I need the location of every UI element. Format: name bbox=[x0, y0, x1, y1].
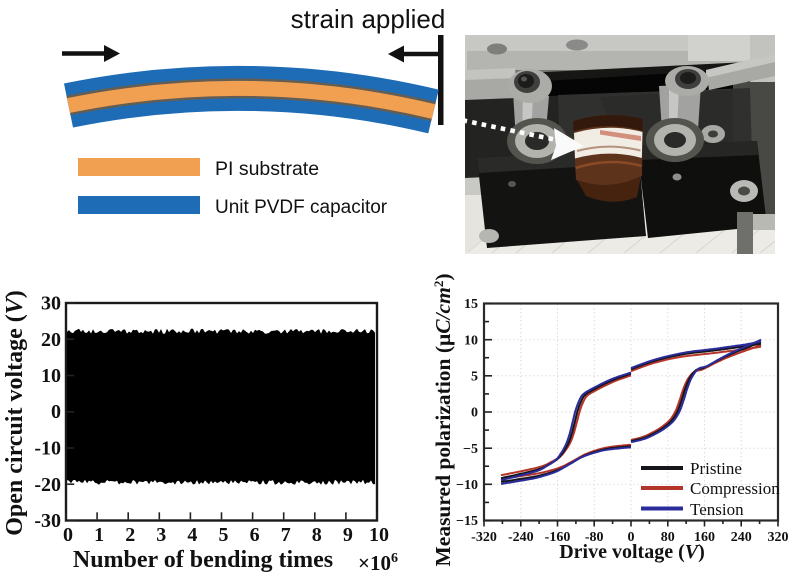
svg-text:−5: −5 bbox=[463, 442, 478, 457]
svg-text:0: 0 bbox=[63, 524, 73, 546]
svg-text:Open circuit voltage (V): Open circuit voltage (V) bbox=[2, 290, 28, 536]
svg-text:30: 30 bbox=[41, 293, 61, 315]
svg-text:10: 10 bbox=[369, 524, 389, 546]
svg-text:1: 1 bbox=[94, 524, 104, 546]
svg-text:3: 3 bbox=[156, 524, 166, 546]
svg-text:-240: -240 bbox=[508, 530, 534, 545]
svg-text:-80: -80 bbox=[585, 530, 604, 545]
svg-text:-160: -160 bbox=[545, 530, 571, 545]
svg-text:240: 240 bbox=[731, 530, 752, 545]
svg-text:Unit PVDF capacitor: Unit PVDF capacitor bbox=[215, 197, 388, 218]
svg-text:10: 10 bbox=[464, 333, 478, 348]
svg-text:-10: -10 bbox=[34, 438, 61, 460]
svg-text:-30: -30 bbox=[34, 510, 61, 532]
svg-text:Tension: Tension bbox=[690, 500, 744, 519]
svg-text:-20: -20 bbox=[34, 474, 61, 496]
svg-text:15: 15 bbox=[464, 297, 478, 312]
svg-text:Measured polarization (μC/cm2): Measured polarization (μC/cm2) bbox=[431, 273, 455, 566]
svg-text:Number of bending times: Number of bending times bbox=[73, 547, 333, 573]
svg-text:80: 80 bbox=[661, 530, 675, 545]
svg-text:−15: −15 bbox=[456, 514, 478, 529]
svg-text:20: 20 bbox=[41, 329, 61, 351]
svg-text:strain applied: strain applied bbox=[291, 4, 446, 34]
svg-text:4: 4 bbox=[187, 524, 197, 546]
svg-text:7: 7 bbox=[281, 524, 291, 546]
svg-text:0: 0 bbox=[628, 530, 635, 545]
svg-text:320: 320 bbox=[768, 530, 789, 545]
svg-text:×106: ×106 bbox=[358, 551, 398, 575]
svg-text:PI substrate: PI substrate bbox=[215, 158, 319, 180]
svg-text:Compression: Compression bbox=[690, 479, 780, 498]
svg-text:0: 0 bbox=[471, 406, 478, 421]
svg-text:2: 2 bbox=[125, 524, 135, 546]
svg-text:−10: −10 bbox=[456, 478, 478, 493]
svg-text:10: 10 bbox=[41, 365, 61, 387]
svg-text:6: 6 bbox=[250, 524, 260, 546]
svg-text:9: 9 bbox=[343, 524, 353, 546]
svg-text:8: 8 bbox=[312, 524, 322, 546]
svg-text:-320: -320 bbox=[471, 530, 497, 545]
svg-text:0: 0 bbox=[51, 401, 61, 423]
svg-text:Drive voltage (V): Drive voltage (V) bbox=[559, 541, 705, 563]
svg-text:5: 5 bbox=[471, 370, 478, 385]
svg-text:5: 5 bbox=[219, 524, 229, 546]
svg-text:160: 160 bbox=[694, 530, 715, 545]
svg-text:Pristine: Pristine bbox=[690, 459, 742, 478]
